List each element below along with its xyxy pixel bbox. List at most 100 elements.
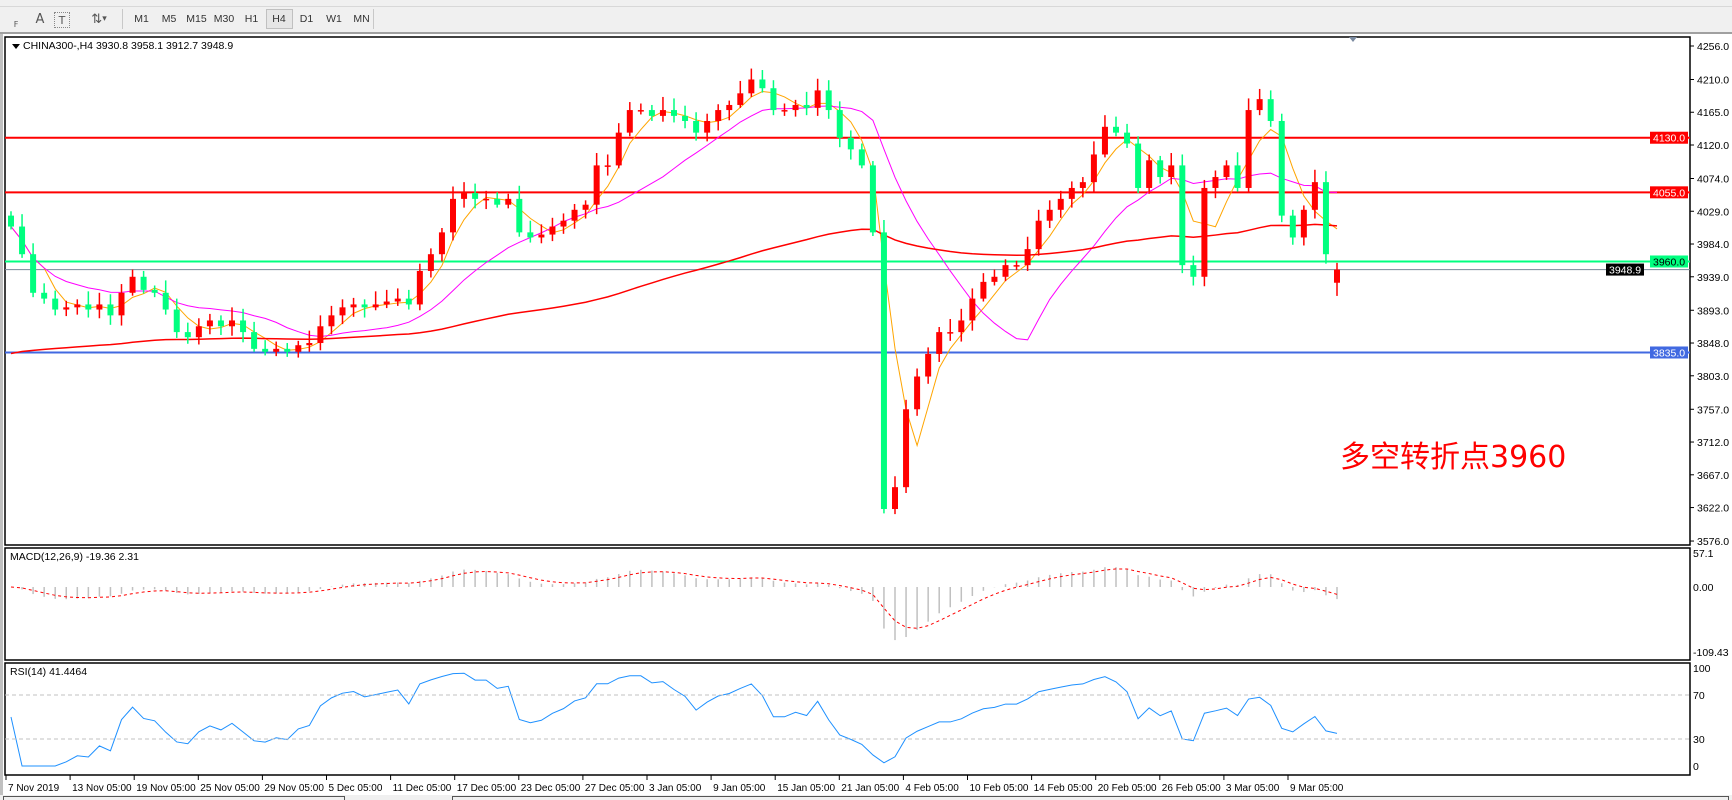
timeframe-mn-button[interactable]: MN: [353, 13, 370, 25]
candle: [1035, 209, 1042, 256]
time-tick-label: 3 Mar 05:00: [1226, 783, 1280, 794]
candle: [306, 330, 313, 352]
candle-body: [306, 343, 313, 346]
arrows-icon[interactable]: ⇅ ▾: [82, 9, 116, 29]
text-icon[interactable]: A: [28, 9, 52, 29]
candle: [792, 99, 799, 117]
candle-body: [195, 326, 202, 338]
arrows-dropdown: ▾: [102, 14, 107, 24]
candle-body: [361, 304, 368, 308]
chart-tab[interactable]: [3, 796, 345, 800]
time-tick-label: 26 Feb 05:00: [1162, 783, 1221, 794]
candle: [217, 315, 224, 336]
level-price-label: 3835.0: [1653, 347, 1685, 359]
timeframe-w1-button[interactable]: W1: [326, 13, 342, 25]
price-tick-label: 3667.0: [1697, 470, 1729, 482]
candle-body: [96, 304, 103, 310]
candle-body: [648, 110, 655, 116]
candle: [262, 340, 269, 356]
level-price-label: 4055.0: [1653, 187, 1685, 199]
time-tick-label: 19 Nov 05:00: [136, 783, 196, 794]
candle: [671, 98, 677, 123]
time-tick-label: 15 Jan 05:00: [777, 783, 835, 794]
candle-body: [1146, 160, 1153, 188]
candle: [936, 327, 943, 362]
time-tick-label: 23 Dec 05:00: [521, 783, 581, 794]
candle: [8, 211, 14, 230]
price-tick-label: 4210.0: [1697, 74, 1729, 86]
timeframe-m30-button[interactable]: M30: [213, 13, 235, 25]
candle-body: [317, 326, 324, 344]
candle-body: [748, 79, 755, 94]
candle: [372, 291, 379, 311]
macd-axis-max: 57.1: [1693, 548, 1714, 560]
candle-body: [792, 104, 799, 111]
candle-body: [1179, 165, 1186, 266]
candle: [30, 243, 37, 298]
chart-tab[interactable]: [452, 796, 1729, 800]
candle-body: [1090, 154, 1097, 183]
candle-body: [1234, 165, 1241, 188]
candle-body: [516, 198, 523, 233]
candle-body: [969, 298, 976, 321]
candle-body: [394, 298, 401, 302]
chart-window[interactable]: 4130.0 4055.0 3960.0 3835.0 3948.9 4256.0 421…: [0, 34, 1732, 799]
timeframe-m5-button[interactable]: M5: [161, 13, 177, 25]
candle-body: [162, 292, 169, 310]
candle: [1079, 177, 1086, 198]
candle: [626, 102, 633, 137]
toolbar-separator: [122, 9, 123, 29]
candle: [461, 182, 468, 208]
candle-body: [328, 315, 335, 327]
candle-body: [814, 90, 821, 108]
candle: [825, 80, 832, 119]
timeframe-h1-button[interactable]: H1: [244, 13, 259, 25]
grid-icon[interactable]: F: [4, 9, 28, 29]
level-price-label: 3960.0: [1653, 256, 1685, 268]
candle: [416, 263, 423, 311]
candle: [229, 307, 235, 336]
price-tick-label: 3848.0: [1697, 338, 1729, 350]
candle: [383, 289, 390, 309]
candle: [814, 78, 821, 116]
current-price-label: 3948.9: [1609, 265, 1641, 277]
level-price-tag: [1650, 131, 1688, 144]
candle-body: [1223, 165, 1230, 178]
candle: [836, 101, 843, 148]
candle: [770, 80, 777, 116]
candle-body: [1157, 160, 1164, 178]
candle-body: [339, 307, 346, 316]
candle-body: [671, 110, 677, 116]
candle: [240, 308, 247, 343]
candle-body: [63, 307, 70, 310]
timeframe-d1-button[interactable]: D1: [299, 13, 314, 25]
candle: [803, 91, 810, 116]
candle-body: [1256, 99, 1263, 111]
time-tick-label: 27 Dec 05:00: [585, 783, 645, 794]
candle-body: [118, 292, 125, 316]
candle-body: [284, 348, 291, 352]
arrows-glyph: ⇅: [91, 11, 103, 27]
candle: [317, 315, 324, 351]
candle-body: [936, 332, 943, 354]
candle-body: [803, 104, 810, 108]
chart-shift-marker-icon[interactable]: [1349, 37, 1357, 42]
candle: [1245, 98, 1252, 193]
timeframe-m15-button[interactable]: M15: [186, 13, 207, 25]
timeframe-h4-button[interactable]: H4: [265, 9, 293, 29]
macd-axis-zero: 0.00: [1693, 582, 1714, 594]
candle: [549, 217, 556, 242]
candle-body: [295, 345, 302, 352]
candle: [450, 186, 456, 241]
candle-body: [549, 226, 556, 235]
collapse-triangle-icon[interactable]: [12, 44, 20, 49]
candle: [980, 273, 987, 302]
text-label-icon[interactable]: T: [54, 12, 70, 28]
price-tick-label: 4029.0: [1697, 206, 1729, 218]
candle: [1289, 209, 1296, 245]
candle-body: [1212, 177, 1219, 188]
timeframe-m1-button[interactable]: M1: [134, 13, 149, 25]
candle: [925, 347, 932, 384]
candle-body: [461, 193, 468, 199]
price-tick-label: 3893.0: [1697, 305, 1729, 317]
